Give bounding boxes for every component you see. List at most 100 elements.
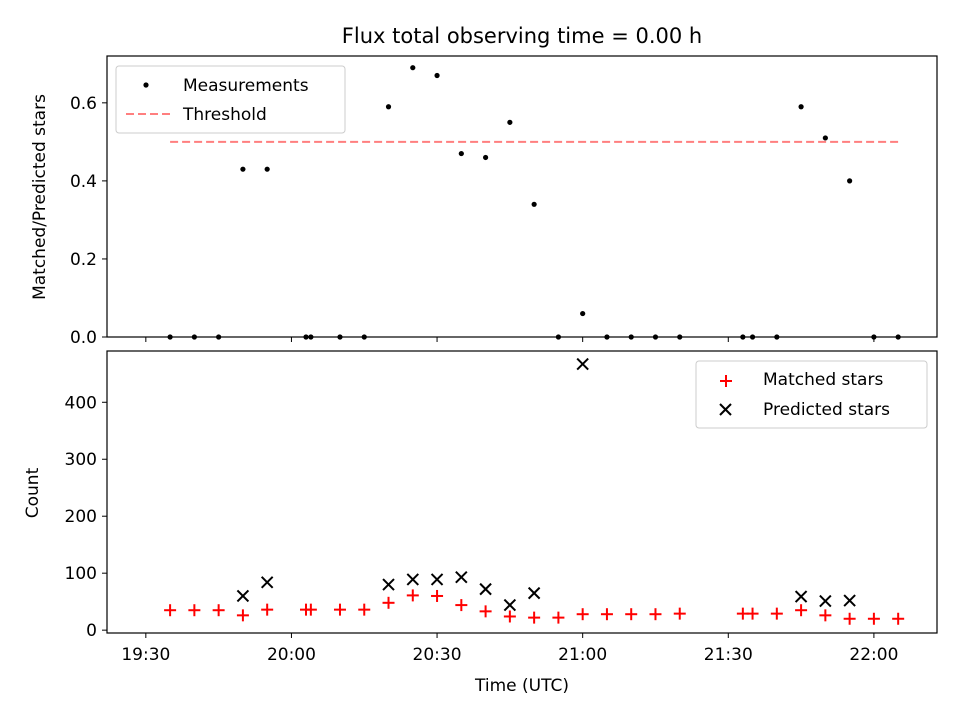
- matched-star-point: [479, 605, 492, 618]
- measurement-point: [361, 334, 367, 340]
- bottom-y-tick-label: 0: [86, 621, 97, 641]
- top-y-tick-label: 0.6: [70, 94, 97, 114]
- matched-star-point: [867, 612, 880, 625]
- matched-star-point: [843, 612, 856, 625]
- matched-star-point: [188, 604, 201, 617]
- bottom-y-tick-label: 100: [65, 564, 97, 584]
- measurement-point: [167, 334, 173, 340]
- matched-star-point: [431, 589, 444, 602]
- matched-star-point: [795, 604, 808, 617]
- measurement-point: [458, 150, 464, 157]
- predicted-star-point: [479, 582, 492, 596]
- bottom-legend-box: [695, 360, 928, 429]
- predicted-star-point: [455, 570, 468, 584]
- bottom-panel: 0 100 200 300 400 19:30 20:00 20:30 21:00 21:30 2…: [23, 350, 938, 696]
- matched-star-point: [333, 603, 346, 616]
- matched-star-point: [528, 611, 541, 624]
- measurement-point: [628, 334, 634, 340]
- matched-star-point: [382, 596, 395, 609]
- predicted-star-point: [794, 590, 808, 603]
- x-tick-label: 20:00: [267, 645, 316, 665]
- measurement-point: [555, 334, 562, 340]
- measurement-point: [337, 334, 343, 340]
- measurement-point: [749, 334, 756, 340]
- x-tick-label: 20:30: [413, 645, 462, 665]
- measurement-point: [410, 65, 416, 71]
- measurement-point: [303, 334, 309, 340]
- matched-star-point: [892, 612, 905, 625]
- measurement-point: [580, 310, 586, 317]
- bottom-panel-ylabel: Count: [23, 467, 43, 518]
- x-axis-label: Time (UTC): [474, 676, 569, 696]
- measurement-point: [677, 334, 683, 340]
- predicted-star-point: [503, 598, 517, 612]
- x-tick-label: 21:30: [704, 645, 753, 665]
- bottom-legend: Matched stars Predicted stars: [695, 360, 928, 429]
- measurement-point: [604, 334, 610, 340]
- matched-star-point: [503, 610, 516, 623]
- matched-star-point: [625, 608, 638, 621]
- top-panel: 0.0 0.2 0.4 0.6 Matched/Predicted stars Mea…: [30, 55, 938, 348]
- bottom-y-tick-label: 200: [65, 507, 97, 527]
- bottom-panel-y-ticks: 0 100 200 300 400: [65, 393, 107, 641]
- predicted-star-point: [430, 573, 444, 586]
- matched-star-point: [164, 604, 177, 617]
- predicted-star-point: [236, 589, 250, 603]
- top-y-tick-label: 0.2: [70, 250, 97, 270]
- measurement-point: [798, 104, 804, 110]
- bottom-y-tick-label: 300: [65, 450, 97, 470]
- predicted-star-point: [576, 357, 589, 371]
- measurement-point: [507, 119, 513, 125]
- measurement-point: [740, 334, 746, 340]
- measurement-point: [191, 334, 197, 340]
- x-tick-label: 22:00: [849, 645, 898, 665]
- predicted-star-point: [260, 576, 274, 589]
- legend-threshold-label: Threshold: [182, 105, 267, 125]
- legend-predicted-marker: [719, 403, 732, 416]
- measurement-point: [652, 334, 659, 340]
- legend-matched-marker: [720, 375, 732, 387]
- matched-star-point: [600, 608, 613, 621]
- measurement-point: [822, 135, 828, 141]
- bottom-y-tick-label: 400: [65, 393, 97, 413]
- measurement-point: [216, 334, 222, 340]
- chart-title: Flux total observing time = 0.00 h: [342, 24, 702, 48]
- matched-star-point: [304, 603, 317, 616]
- measurement-point: [871, 334, 877, 340]
- top-panel-frame: [106, 55, 938, 338]
- measurement-point: [774, 334, 780, 340]
- top-legend-box: [115, 65, 346, 134]
- legend-matched-label: Matched stars: [763, 370, 883, 390]
- legend-measurements-label: Measurements: [183, 76, 309, 96]
- matched-star-point: [406, 589, 419, 602]
- measurement-point: [240, 166, 246, 172]
- measurement-point: [264, 166, 270, 172]
- matched-star-point: [236, 609, 249, 622]
- measurement-point: [531, 201, 537, 207]
- bottom-panel-frame: [106, 350, 938, 634]
- matched-star-point: [673, 607, 686, 620]
- predicted-star-point: [406, 573, 419, 586]
- matched-star-point: [552, 611, 565, 624]
- bottom-panel-marks: [164, 357, 905, 625]
- measurement-point: [385, 104, 392, 110]
- top-panel-y-ticks: 0.0 0.2 0.4 0.6: [70, 94, 107, 348]
- top-panel-ylabel: Matched/Predicted stars: [30, 94, 50, 300]
- top-y-tick-label: 0.4: [70, 172, 97, 192]
- matched-star-point: [770, 607, 783, 620]
- measurement-point: [847, 178, 853, 184]
- predicted-star-point: [527, 586, 541, 600]
- matched-star-point: [261, 603, 274, 616]
- x-tick-label: 19:30: [121, 645, 170, 665]
- top-legend: Measurements Threshold: [115, 65, 346, 134]
- matched-star-point: [455, 599, 468, 612]
- predicted-star-point: [819, 594, 832, 608]
- matched-star-point: [746, 607, 759, 620]
- x-tick-label: 21:00: [558, 645, 607, 665]
- matched-star-point: [212, 604, 225, 617]
- bottom-panel-x-ticks: 19:30 20:00 20:30 21:00 21:30 22:00: [121, 633, 898, 665]
- legend-predicted-label: Predicted stars: [763, 400, 890, 420]
- top-y-tick-label: 0.0: [70, 328, 97, 348]
- predicted-star-point: [382, 578, 395, 591]
- matched-star-point: [576, 608, 589, 621]
